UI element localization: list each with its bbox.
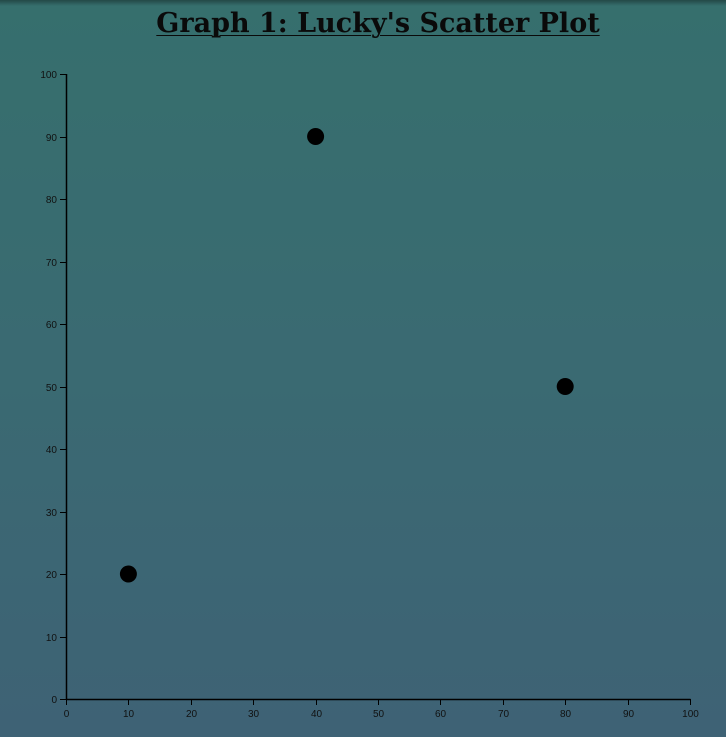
x-tick-label: 20: [186, 709, 198, 720]
y-tick-label: 20: [46, 570, 58, 581]
y-axis-ticks: 0 10 20 30 40 50 60 70 80 90 100: [40, 70, 66, 706]
y-tick-label: 100: [40, 70, 57, 81]
x-tick-label: 0: [64, 709, 70, 720]
x-tick-label: 80: [560, 709, 572, 720]
x-tick-label: 30: [248, 709, 260, 720]
y-tick-label: 90: [46, 133, 58, 144]
x-tick-label: 90: [623, 709, 635, 720]
y-tick-label: 10: [46, 633, 58, 644]
y-tick-label: 0: [51, 695, 57, 706]
x-axis-ticks: 0 10 20 30 40 50 60 70 80 90 100: [64, 699, 699, 720]
scatter-point: [307, 128, 325, 145]
x-tick-label: 50: [373, 709, 385, 720]
y-tick-label: 60: [46, 320, 58, 331]
x-tick-label: 100: [682, 709, 699, 720]
data-points: [119, 128, 574, 583]
y-tick-label: 80: [46, 195, 58, 206]
x-tick-label: 60: [435, 709, 447, 720]
y-tick-label: 40: [46, 445, 58, 456]
x-tick-label: 40: [311, 709, 323, 720]
y-tick-label: 70: [46, 258, 58, 269]
x-tick-label: 10: [123, 709, 135, 720]
chart-title: Graph 1: Lucky's Scatter Plot: [156, 8, 600, 39]
y-tick-label: 50: [46, 383, 58, 394]
window-top-shadow: [0, 0, 726, 6]
x-tick-label: 70: [498, 709, 510, 720]
scatter-point: [556, 378, 574, 395]
y-tick-label: 30: [46, 508, 58, 519]
scatter-point: [119, 565, 137, 583]
